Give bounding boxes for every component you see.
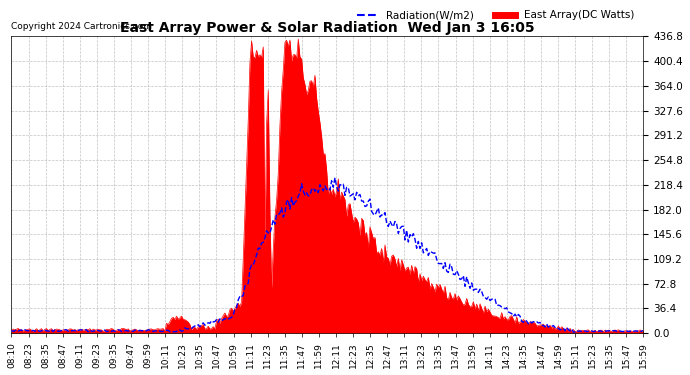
Legend: Radiation(W/m2), East Array(DC Watts): Radiation(W/m2), East Array(DC Watts) — [353, 6, 638, 24]
Text: Copyright 2024 Cartronics.com: Copyright 2024 Cartronics.com — [12, 21, 152, 30]
Title: East Array Power & Solar Radiation  Wed Jan 3 16:05: East Array Power & Solar Radiation Wed J… — [120, 21, 535, 35]
